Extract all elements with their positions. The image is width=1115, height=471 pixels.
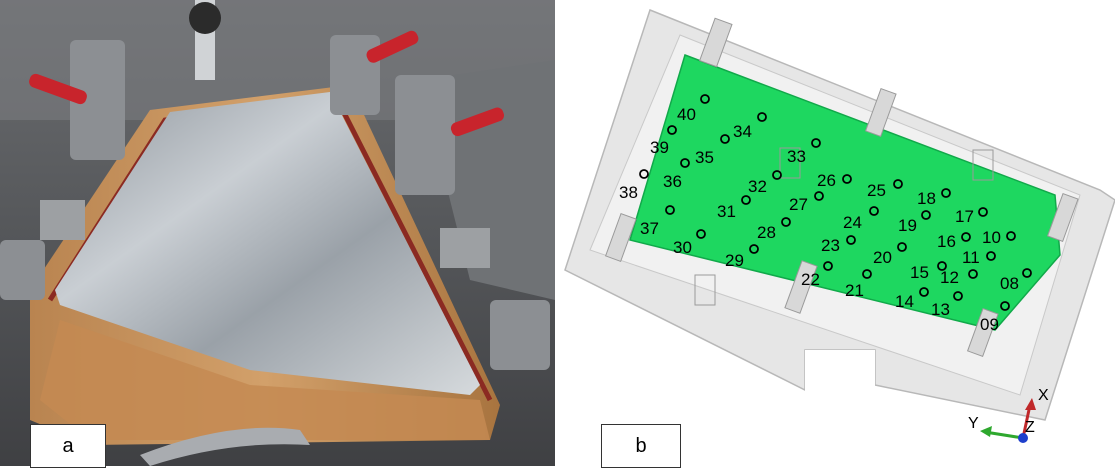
cad-panel-b: 40 39 35 34 33 38 36 32 26 25 18 17 31 2… xyxy=(555,0,1115,468)
point-label: 14 xyxy=(895,292,914,311)
point-label: 12 xyxy=(940,268,959,287)
cad-model: 40 39 35 34 33 38 36 32 26 25 18 17 31 2… xyxy=(564,9,1115,443)
wrench xyxy=(140,427,310,466)
point-label: 32 xyxy=(748,177,767,196)
toggle-clamps xyxy=(0,30,550,370)
point-label: 10 xyxy=(982,228,1001,247)
point-17: 17 xyxy=(955,207,988,226)
point-39: 39 xyxy=(650,125,677,157)
axis-y-label: Y xyxy=(968,415,979,432)
point-label: 30 xyxy=(673,238,692,257)
axis-x-label: X xyxy=(1038,387,1049,404)
cad-clamps xyxy=(604,17,1079,357)
point-25: 25 xyxy=(867,179,903,200)
point-40: 40 xyxy=(677,94,710,124)
point-11: 11 xyxy=(962,248,996,267)
point-14: 14 xyxy=(895,287,929,311)
point-22: 22 xyxy=(801,261,833,289)
point-label: 31 xyxy=(717,202,736,221)
point-label: 13 xyxy=(931,300,950,319)
point-20: 20 xyxy=(873,242,907,267)
point-label: 23 xyxy=(821,236,840,255)
point-32: 32 xyxy=(748,170,782,196)
axis-z-label: Z xyxy=(1025,419,1035,436)
point-label: 24 xyxy=(843,213,862,232)
point-label: 37 xyxy=(640,219,659,238)
point-13: 13 xyxy=(931,291,963,319)
point-label: 15 xyxy=(910,263,929,282)
point-33: 33 xyxy=(787,138,821,166)
point-label: 20 xyxy=(873,248,892,267)
panel-label-b: b xyxy=(601,424,681,468)
point-label: 33 xyxy=(787,147,806,166)
aluminum-sheet xyxy=(55,92,480,395)
point-21: 21 xyxy=(845,269,872,300)
point-label: 39 xyxy=(650,138,669,157)
point-label: 19 xyxy=(898,216,917,235)
point-label: 21 xyxy=(845,281,864,300)
point-label: 09 xyxy=(980,315,999,334)
point-label: 25 xyxy=(867,181,886,200)
point-16: 16 xyxy=(937,232,971,251)
point-label: 22 xyxy=(801,270,820,289)
point-28: 28 xyxy=(757,217,791,242)
point-30: 30 xyxy=(673,229,706,257)
point-label: 35 xyxy=(695,148,714,167)
point-15: 15 xyxy=(910,261,947,282)
point-37: 37 xyxy=(640,205,675,238)
point-label: 29 xyxy=(725,251,744,270)
point-26: 26 xyxy=(817,171,852,190)
point-38: 38 xyxy=(619,169,649,202)
point-18: 18 xyxy=(917,188,951,208)
coordinate-axes-icon: X Y Z xyxy=(968,387,1049,443)
point-27: 27 xyxy=(789,191,824,214)
point-24: 24 xyxy=(843,206,879,232)
point-label: 38 xyxy=(619,183,638,202)
point-19: 19 xyxy=(898,210,931,235)
point-label: 40 xyxy=(677,105,696,124)
point-label: 27 xyxy=(789,195,808,214)
point-09: 09 xyxy=(980,301,1010,334)
point-34: 34 xyxy=(733,112,767,141)
point-label: 11 xyxy=(962,248,980,267)
point-label: 08 xyxy=(1000,274,1019,293)
point-31: 31 xyxy=(717,195,751,221)
point-label: 36 xyxy=(663,172,682,191)
point-23: 23 xyxy=(821,235,856,255)
panel-label-a: a xyxy=(30,424,106,468)
point-label: 34 xyxy=(733,122,752,141)
point-36: 36 xyxy=(663,158,690,191)
photo-panel-a: a xyxy=(0,0,555,468)
frame-notch xyxy=(805,350,875,395)
point-35: 35 xyxy=(695,134,730,167)
point-label: 17 xyxy=(955,207,974,226)
measurement-points: 40 39 35 34 33 38 36 32 26 25 18 17 31 2… xyxy=(619,94,1032,334)
point-label: 18 xyxy=(917,189,936,208)
point-12: 12 xyxy=(940,268,978,287)
point-label: 26 xyxy=(817,171,836,190)
point-08: 08 xyxy=(1000,268,1032,293)
point-29: 29 xyxy=(725,244,759,270)
point-label: 16 xyxy=(937,232,956,251)
fixture-photo xyxy=(0,0,555,466)
point-10: 10 xyxy=(982,228,1016,247)
point-label: 28 xyxy=(757,223,776,242)
